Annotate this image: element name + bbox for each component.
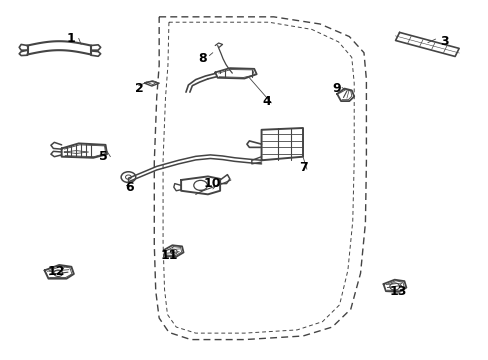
Text: 6: 6	[125, 181, 134, 194]
Text: 2: 2	[135, 82, 144, 95]
Text: 10: 10	[203, 177, 221, 190]
Text: 12: 12	[48, 265, 65, 278]
Text: 5: 5	[99, 150, 107, 163]
Text: 9: 9	[332, 82, 341, 95]
Text: 7: 7	[298, 161, 307, 174]
Text: 1: 1	[67, 32, 76, 45]
Text: 8: 8	[198, 51, 207, 64]
Text: 13: 13	[388, 285, 406, 298]
Text: 11: 11	[160, 249, 177, 262]
Text: 4: 4	[262, 95, 270, 108]
Text: 3: 3	[439, 35, 448, 49]
